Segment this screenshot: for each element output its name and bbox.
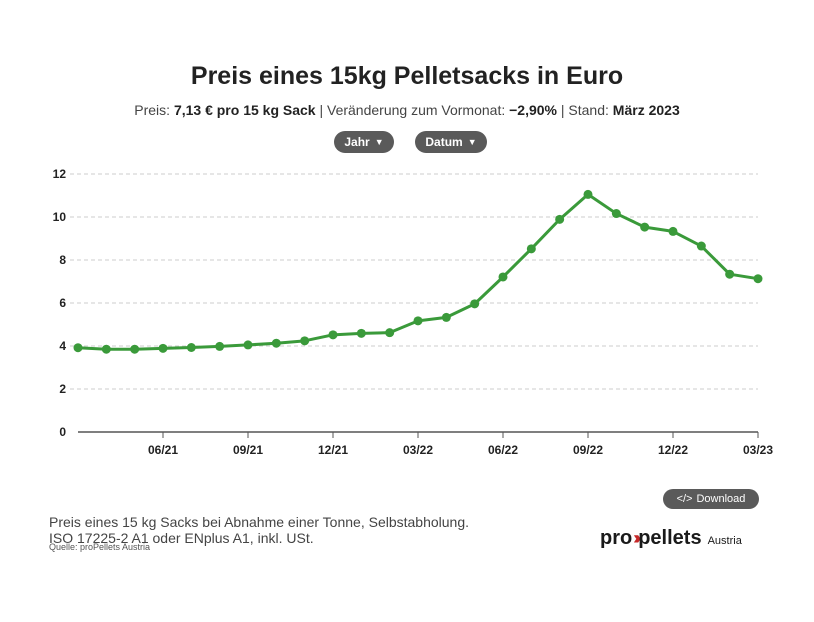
- footnote: Preis eines 15 kg Sacks bei Abnahme eine…: [49, 514, 469, 546]
- date-dropdown-label: Datum: [425, 135, 463, 149]
- date-value: März 2023: [612, 102, 680, 118]
- data-point: [243, 340, 253, 350]
- data-point: [186, 343, 196, 353]
- year-dropdown-button[interactable]: Jahr ▼: [334, 131, 394, 153]
- data-point: [611, 209, 621, 219]
- series-line: [77, 192, 759, 351]
- data-point: [130, 344, 140, 354]
- data-point: [526, 244, 536, 254]
- data-point: [583, 189, 593, 199]
- y-tick-label: 12: [53, 167, 67, 181]
- data-point: [215, 341, 225, 351]
- data-point: [300, 336, 310, 346]
- x-tick-label: 06/21: [148, 443, 178, 457]
- date-dropdown-button[interactable]: Datum ▼: [415, 131, 487, 153]
- data-point: [498, 272, 508, 282]
- chevron-down-icon: ▼: [374, 137, 384, 147]
- logo-text-pellets: pellets: [638, 527, 702, 549]
- chart-title: Preis eines 15kg Pelletsacks in Euro: [190, 62, 624, 90]
- x-tick-label: 03/23: [743, 443, 773, 457]
- footnote-line: Preis eines 15 kg Sacks bei Abnahme eine…: [49, 514, 470, 530]
- data-point: [753, 274, 763, 284]
- data-point: [328, 330, 338, 340]
- logo-text-pro: pro: [600, 527, 633, 549]
- y-tick-label: 8: [59, 253, 66, 267]
- logo-text-country: Austria: [707, 535, 742, 547]
- price-value: 7,13 € pro 15 kg Sack: [173, 102, 316, 118]
- price-line-chart: 0 2 4 6 8 10 12 06/21 09/21 12/21 03/22 06/22 09/22 1…: [53, 167, 774, 457]
- change-label: Veränderung zum Vormonat:: [327, 102, 506, 118]
- price-label: Preis:: [134, 102, 171, 118]
- y-tick-label: 4: [59, 339, 66, 353]
- data-point: [668, 226, 678, 236]
- data-point: [101, 344, 111, 354]
- y-tick-label: 10: [53, 210, 67, 224]
- x-tick-label: 12/21: [318, 443, 348, 457]
- data-point: [441, 312, 451, 322]
- data-point: [385, 328, 395, 338]
- x-tick-label: 09/21: [233, 443, 263, 457]
- propellets-logo: pro ›› pellets Austria: [600, 527, 742, 550]
- data-point: [725, 269, 735, 279]
- data-point: [470, 299, 480, 309]
- data-point: [271, 338, 281, 348]
- x-tick-label: 12/22: [658, 443, 688, 457]
- x-tick-label: 09/22: [573, 443, 603, 457]
- double-chevron-icon: ››: [633, 528, 641, 548]
- data-point: [73, 343, 83, 353]
- source-note: Quelle: proPellets Austria: [49, 542, 151, 552]
- x-tick-label: 06/22: [488, 443, 518, 457]
- data-point: [640, 222, 650, 232]
- download-button[interactable]: </> Download: [663, 489, 759, 509]
- download-label: Download: [696, 493, 746, 505]
- y-tick-label: 6: [59, 296, 66, 310]
- code-icon: </>: [676, 493, 693, 505]
- data-point: [555, 214, 565, 224]
- date-label: Stand:: [568, 102, 609, 118]
- x-tick-label: 03/22: [403, 443, 433, 457]
- year-dropdown-label: Jahr: [344, 135, 370, 149]
- data-point: [158, 343, 168, 353]
- chevron-down-icon: ▼: [467, 137, 477, 147]
- data-point: [413, 316, 423, 326]
- change-value: −2,90%: [509, 102, 557, 118]
- data-point: [696, 241, 706, 251]
- y-tick-label: 0: [59, 425, 66, 439]
- price-summary: Preis: 7,13 € pro 15 kg Sack | Veränderu…: [0, 102, 814, 118]
- data-point: [356, 328, 366, 338]
- separator: |: [560, 102, 569, 118]
- separator: |: [319, 102, 327, 118]
- footnote-line: ISO 17225-2 A1 oder ENplus A1, inkl. USt…: [49, 530, 314, 546]
- y-tick-label: 2: [59, 382, 66, 396]
